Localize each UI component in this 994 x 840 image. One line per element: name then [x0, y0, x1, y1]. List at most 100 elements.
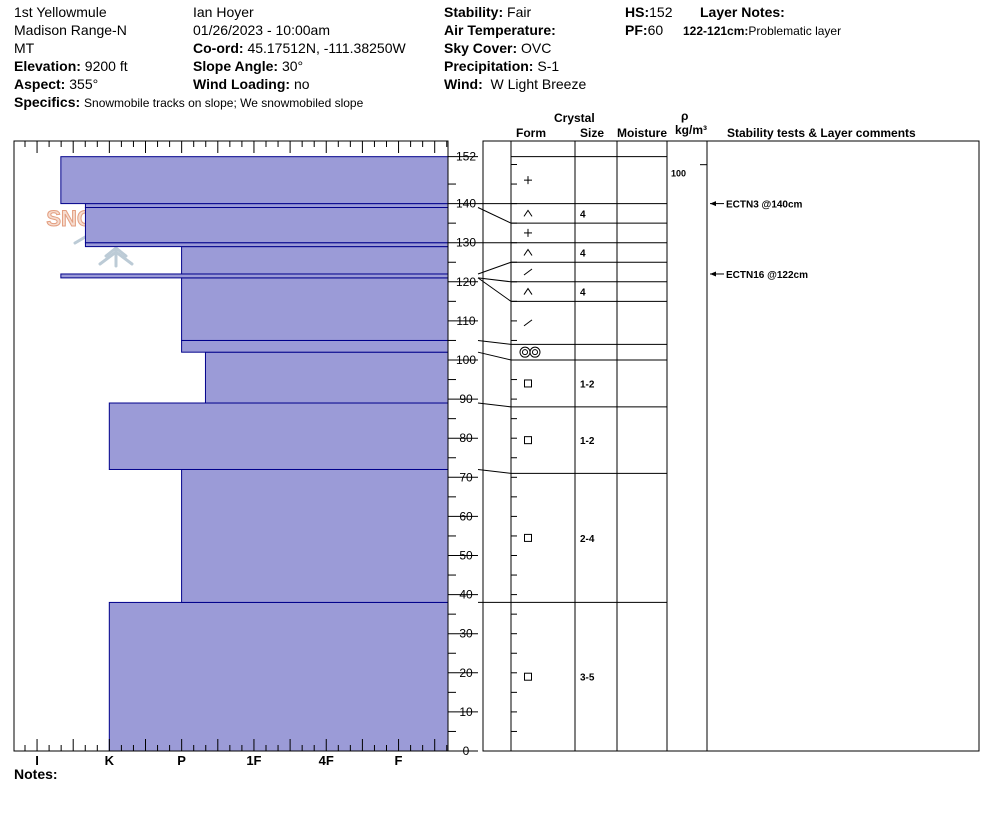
moisture-header: Moisture: [617, 126, 668, 140]
crystal-size: 4: [580, 288, 586, 299]
depth-tick-label: 30: [459, 627, 473, 641]
crystal-form-^: [523, 248, 533, 256]
hardness-layer-5: [181, 277, 449, 341]
crystal-size: 3-5: [580, 673, 595, 684]
layer-connector: [477, 277, 512, 283]
layer-connector: [477, 351, 512, 361]
crystal-size: 4: [580, 248, 586, 259]
pf-label: PF:: [625, 22, 648, 38]
stability-test-label: ECTN16 @122cm: [726, 270, 808, 281]
crystal-form-+: [524, 176, 532, 185]
aspect-label: Aspect:: [14, 76, 66, 92]
wind-label: Wind:: [444, 76, 483, 92]
profile-rows: 4 4 4 1-2 1-2 2-4 3-5: [477, 156, 667, 732]
depth-tick-label: 120: [456, 275, 476, 289]
depth-tick-label: 80: [459, 431, 473, 445]
crystal-form-^: [523, 287, 533, 295]
depth-axis: 0 10 20 30 40 50 60 70 80 90 100 110 120 130 140 152: [447, 141, 478, 758]
depth-tick-label: 70: [459, 470, 473, 484]
layer-connector: [477, 207, 512, 224]
size-header: Size: [580, 126, 605, 140]
stability-value: Fair: [507, 4, 532, 20]
stability-tests-header: Stability tests & Layer comments: [727, 126, 916, 140]
layer-connector: [477, 339, 512, 345]
hardness-layer-8: [84, 242, 449, 248]
hardness-tick-label: 4F: [319, 753, 334, 768]
sky-label: Sky Cover:: [444, 40, 518, 56]
density-unit-header: kg/m³: [675, 123, 708, 137]
arrow-left-icon: [710, 201, 716, 207]
sky-value: OVC: [521, 40, 552, 56]
pf-value: 60: [647, 22, 664, 38]
depth-tick-label: 110: [456, 314, 475, 328]
layer-note-range: 122-121cm:: [683, 24, 749, 38]
crystal-header: Crystal: [554, 111, 595, 125]
crystal-form-oo: [519, 346, 541, 358]
depth-tick-label: 0: [463, 744, 470, 758]
crystal-form-+: [524, 228, 532, 237]
crystal-form-sq: [524, 379, 532, 388]
crystal-form-sq: [524, 436, 532, 445]
stability-label: Stability:: [444, 4, 504, 20]
snow-height: HS:152: [625, 4, 672, 21]
layer-note-text: Problematic layer: [748, 24, 842, 38]
layer-connector: [477, 261, 512, 275]
elevation-label: Elevation:: [14, 58, 81, 74]
crystal-size: 1-2: [580, 379, 595, 390]
hs-label: HS:: [625, 4, 650, 20]
layer-connector: [477, 468, 512, 474]
hardness-layer-3: [204, 351, 449, 404]
wind-loading-value: no: [293, 76, 310, 92]
density-value: 100: [671, 169, 686, 179]
air-temperature: Air Temperature:: [444, 22, 556, 39]
specifics: Specifics: Snowmobile tracks on slope; W…: [14, 94, 363, 112]
hardness-layer-0: [108, 601, 449, 752]
crystal-form-/: [523, 319, 533, 327]
precip-value: S-1: [537, 58, 560, 74]
aspect: Aspect: 355°: [14, 76, 98, 93]
profile-table-frame: [482, 140, 980, 752]
layer-notes-label: Layer Notes:: [700, 4, 785, 20]
depth-tick-label: 20: [459, 666, 473, 680]
hardness-tick-label: I: [35, 753, 39, 768]
hardness-layer-6: [60, 273, 449, 279]
crystal-form-/: [523, 268, 533, 276]
hardness-grid-ticks: [24, 141, 448, 751]
wind-loading: Wind Loading: no: [193, 76, 310, 93]
notes-label: Notes:: [14, 766, 58, 782]
precipitation: Precipitation: S-1: [444, 58, 559, 75]
specifics-value: Snowmobile tracks on slope; We snowmobil…: [84, 96, 364, 110]
observer-name: Ian Hoyer: [193, 4, 254, 20]
depth-tick-label: 60: [459, 509, 473, 523]
hardness-layer-9: [84, 207, 449, 244]
crystal-form-sq: [524, 672, 532, 681]
hardness-layer-10: [84, 203, 449, 209]
observation-datetime: 01/26/2023 - 10:00am: [193, 22, 330, 38]
elevation: Elevation: 9200 ft: [14, 58, 128, 75]
penetration-foot: PF:60: [625, 22, 663, 39]
layer-note: 122-121cm:Problematic layer: [683, 23, 841, 40]
coord-value: 45.17512N, -111.38250W: [247, 40, 406, 56]
stability-test-label: ECTN3 @140cm: [726, 200, 803, 211]
mountain-range: Madison Range-N: [14, 22, 127, 38]
form-header: Form: [516, 126, 546, 140]
elevation-value: 9200 ft: [84, 58, 128, 74]
hardness-tick-label: 1F: [246, 753, 261, 768]
crystal-size: 1-2: [580, 436, 595, 447]
hardness-layer-11: [60, 156, 449, 205]
stability: Stability: Fair: [444, 4, 531, 21]
depth-tick-label: 140: [456, 197, 476, 211]
depth-tick-label: 152: [456, 150, 476, 164]
wind-value: W Light Breeze: [490, 76, 587, 92]
hardness-axis-labels: I K P 1F 4F F: [35, 753, 402, 768]
aspect-value: 355°: [69, 76, 99, 92]
depth-tick-label: 40: [459, 588, 473, 602]
crystal-size: 4: [580, 209, 586, 220]
specifics-label: Specifics:: [14, 94, 81, 110]
hardness-layer-2: [108, 402, 449, 470]
wind: Wind: W Light Breeze: [444, 76, 586, 93]
coord-label: Co-ord:: [193, 40, 244, 56]
crystal-size: 2-4: [580, 534, 595, 545]
hardness-tick-label: K: [105, 753, 115, 768]
